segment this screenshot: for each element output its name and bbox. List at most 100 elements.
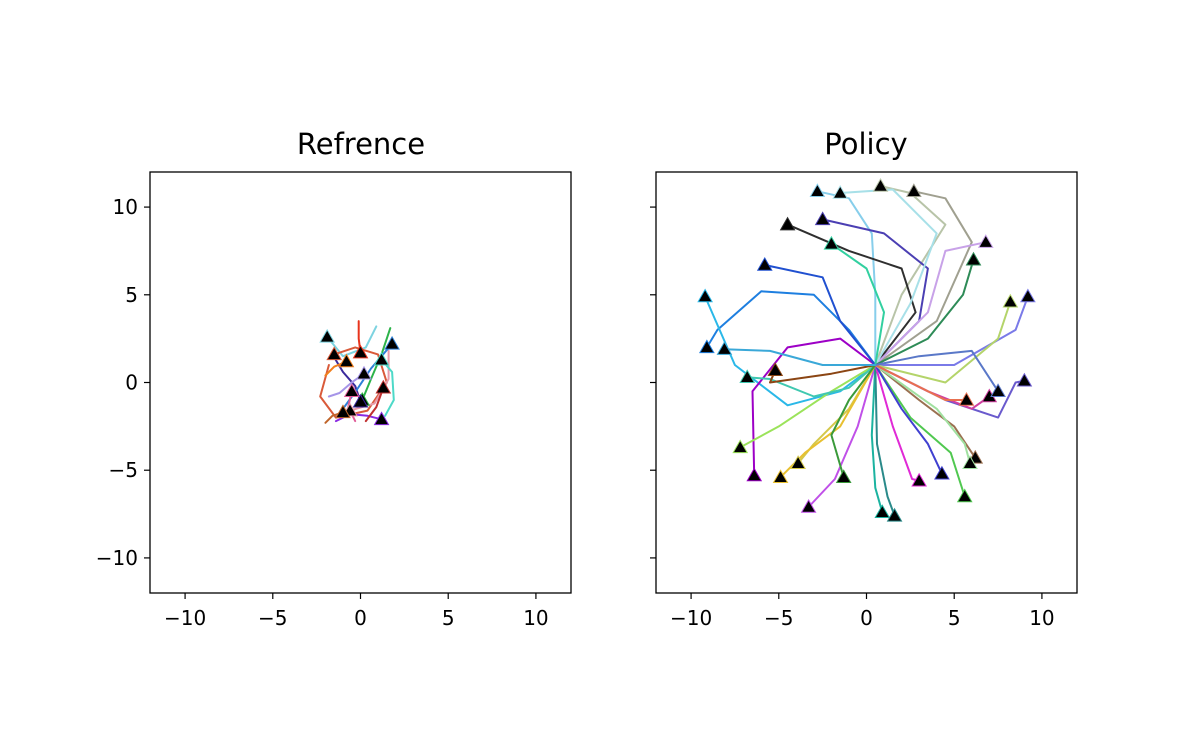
policy-trajectory-26: [746, 364, 877, 398]
reference-trajectory-13: [364, 386, 385, 423]
policy-trajectory-11: [874, 258, 975, 366]
policy-trajectory-9: [874, 295, 1029, 366]
policy-endpoint-marker-13: [746, 467, 763, 482]
policy-endpoint-marker-2: [809, 183, 826, 198]
policy-trajectory-13: [751, 337, 877, 477]
policy-trajectory-22: [874, 364, 943, 475]
policy-endpoint-marker-22: [934, 465, 950, 480]
policy-trajectory-0: [705, 290, 877, 366]
policy-trajectory-17: [870, 364, 884, 514]
reference-y-tick-label: 5: [125, 283, 138, 307]
policy-trajectory-3: [874, 185, 947, 366]
reference-trajectory-5: [331, 353, 362, 403]
reference-x-tick-label: 0: [354, 606, 367, 630]
reference-y-ticks: −10 −5 0 5 10: [96, 195, 150, 570]
policy-trajectory-7: [874, 241, 987, 366]
policy-endpoint-marker-25: [772, 469, 789, 483]
reference-x-tick-label: 5: [442, 606, 455, 630]
reference-endpoint-marker-10: [373, 411, 390, 426]
policy-endpoint-marker-16: [800, 499, 817, 513]
reference-endpoint-marker-9: [335, 404, 351, 419]
reference-trajectory-2: [361, 327, 392, 401]
policy-endpoint-marker-33: [716, 341, 733, 355]
reference-trajectory-1: [326, 325, 378, 358]
policy-trajectory-4: [874, 190, 973, 366]
policy-trajectory-18: [874, 364, 896, 517]
policy-endpoint-marker-23: [962, 455, 978, 469]
reference-x-tick-label: −10: [164, 606, 206, 630]
policy-endpoint-marker-3: [872, 178, 889, 192]
policy-title: Policy: [824, 127, 907, 161]
policy-endpoint-marker-7: [977, 234, 994, 248]
policy-trajectory-10: [874, 300, 1012, 384]
policy-trajectory-14: [739, 364, 877, 449]
policy-x-tick-label: −10: [670, 606, 712, 630]
policy-endpoint-marker-15: [790, 455, 806, 469]
reference-endpoint-marker-8: [343, 383, 360, 398]
reference-endpoint-marker-7: [384, 335, 400, 350]
policy-trajectory-21: [874, 364, 977, 459]
policy-endpoint-marker-32: [990, 383, 1006, 398]
reference-endpoint-marker-6: [356, 365, 372, 380]
policy-x-ticks: −10 −5 0 5 10: [670, 593, 1055, 630]
reference-y-tick-label: −5: [109, 458, 138, 482]
policy-endpoint-marker-18: [886, 507, 903, 522]
policy-endpoint-marker-0: [699, 339, 715, 354]
policy-endpoint-marker-12: [1016, 372, 1033, 387]
policy-trajectory-16: [807, 364, 877, 508]
reference-y-tick-label: 10: [113, 195, 138, 219]
reference-endpoint-marker-1: [319, 328, 336, 343]
policy-trajectory-32: [874, 349, 1000, 393]
reference-endpoint-marker-12: [338, 353, 355, 368]
policy-endpoint-marker-9: [1020, 288, 1036, 303]
policy-x-tick-label: 5: [948, 606, 961, 630]
policy-endpoint-marker-5: [814, 211, 831, 226]
policy-endpoint-marker-6: [779, 216, 796, 231]
reference-y-tick-label: −10: [96, 546, 138, 570]
policy-trajectory-31: [874, 364, 968, 401]
reference-endpoint-marker-3: [326, 346, 343, 361]
reference-y-tick-label: 0: [125, 371, 138, 395]
reference-endpoint-marker-13: [375, 379, 392, 394]
policy-x-tick-label: 10: [1029, 606, 1054, 630]
policy-trajectory-23: [874, 364, 971, 465]
policy-trajectory-27: [763, 264, 877, 366]
policy-endpoint-marker-14: [732, 439, 749, 454]
reference-endpoint-marker-5: [352, 393, 369, 408]
policy-endpoint-marker-29: [767, 362, 784, 376]
policy-trajectory-20: [874, 364, 966, 498]
policy-x-tick-label: 0: [860, 606, 873, 630]
policy-trajectory-30: [830, 364, 877, 479]
policy-y-ticks: [650, 206, 656, 559]
reference-endpoint-marker-11: [373, 351, 390, 366]
policy-endpoint-marker-31: [958, 392, 975, 406]
policy-subplot: Policy −10 −5 0 5 10: [650, 127, 1078, 630]
policy-trajectories: [697, 178, 1036, 522]
policy-endpoint-marker-1: [697, 288, 713, 303]
policy-trajectory-29: [769, 364, 877, 384]
reference-trajectory-11: [380, 358, 395, 417]
policy-endpoint-marker-10: [1002, 293, 1019, 308]
policy-endpoint-marker-26: [739, 369, 756, 383]
reference-endpoint-marker-0: [352, 344, 369, 359]
policy-endpoint-marker-27: [756, 256, 773, 271]
policy-endpoint-marker-4: [906, 183, 922, 198]
policy-endpoint-marker-30: [835, 469, 852, 483]
reference-subplot: Refrence −10 −5 0 5 10 −10 −5 0 5 10: [96, 127, 572, 630]
policy-trajectory-33: [723, 348, 877, 366]
reference-x-ticks: −10 −5 0 5 10: [164, 593, 549, 630]
reference-x-tick-label: −5: [258, 606, 287, 630]
policy-endpoint-marker-19: [911, 472, 927, 487]
policy-endpoint-marker-8: [832, 185, 849, 199]
policy-trajectory-28: [830, 242, 885, 366]
policy-x-tick-label: −5: [764, 606, 793, 630]
reference-trajectories: [319, 320, 400, 426]
policy-endpoint-marker-28: [823, 235, 840, 250]
policy-endpoint-marker-20: [956, 488, 973, 503]
reference-x-tick-label: 10: [523, 606, 548, 630]
policy-endpoint-marker-11: [965, 251, 982, 266]
reference-title: Refrence: [297, 127, 425, 161]
policy-endpoint-marker-17: [874, 504, 891, 519]
